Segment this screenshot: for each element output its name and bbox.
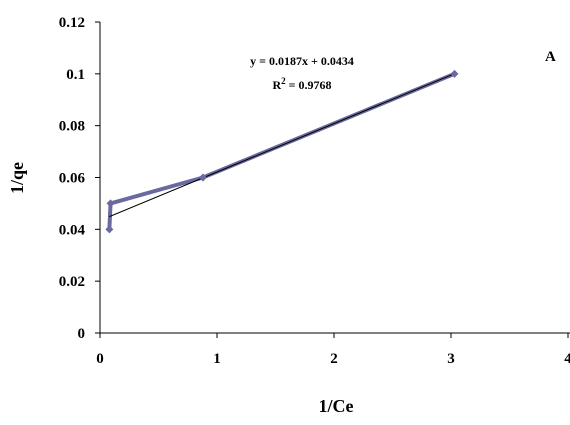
y-tick-label: 0.06 — [59, 171, 86, 187]
y-tick-label: 0.08 — [59, 119, 85, 135]
y-tick-label: 0.04 — [59, 222, 86, 238]
data-point-marker — [106, 199, 115, 208]
y-tick-label: 0.1 — [66, 67, 85, 83]
data-point-marker — [105, 225, 114, 234]
panel-label: A — [545, 49, 556, 65]
x-axis-ticks: 0 1 2 3 4 — [96, 333, 570, 367]
data-point-marker — [450, 69, 459, 78]
trendline — [109, 73, 455, 218]
r-squared-exponent: 2 — [281, 76, 286, 86]
plot-area: 0 0.02 0.04 0.06 0.08 0.1 0.12 0 1 2 3 4 — [59, 15, 570, 367]
x-tick-label: 3 — [447, 351, 455, 367]
x-axis-title: 1/Ce — [319, 396, 354, 416]
y-axis-title: 1/qe — [7, 162, 27, 194]
trendline-equation: y = 0.0187x + 0.0434 — [250, 54, 354, 68]
r-squared-symbol: R — [272, 78, 281, 92]
r-squared-value: = 0.9768 — [286, 78, 332, 92]
r-squared-label: R2 = 0.9768 — [272, 76, 331, 92]
x-tick-label: 4 — [564, 351, 570, 367]
y-tick-label: 0.02 — [59, 274, 85, 290]
y-tick-label: 0.12 — [59, 15, 85, 31]
series-marks — [105, 69, 459, 234]
x-tick-label: 0 — [96, 351, 104, 367]
y-tick-label: 0 — [78, 326, 86, 342]
y-axis-ticks: 0 0.02 0.04 0.06 0.08 0.1 0.12 — [59, 15, 100, 342]
x-tick-label: 2 — [330, 351, 338, 367]
data-point-marker — [198, 173, 207, 182]
series-line — [107, 71, 456, 230]
x-tick-label: 1 — [213, 351, 221, 367]
